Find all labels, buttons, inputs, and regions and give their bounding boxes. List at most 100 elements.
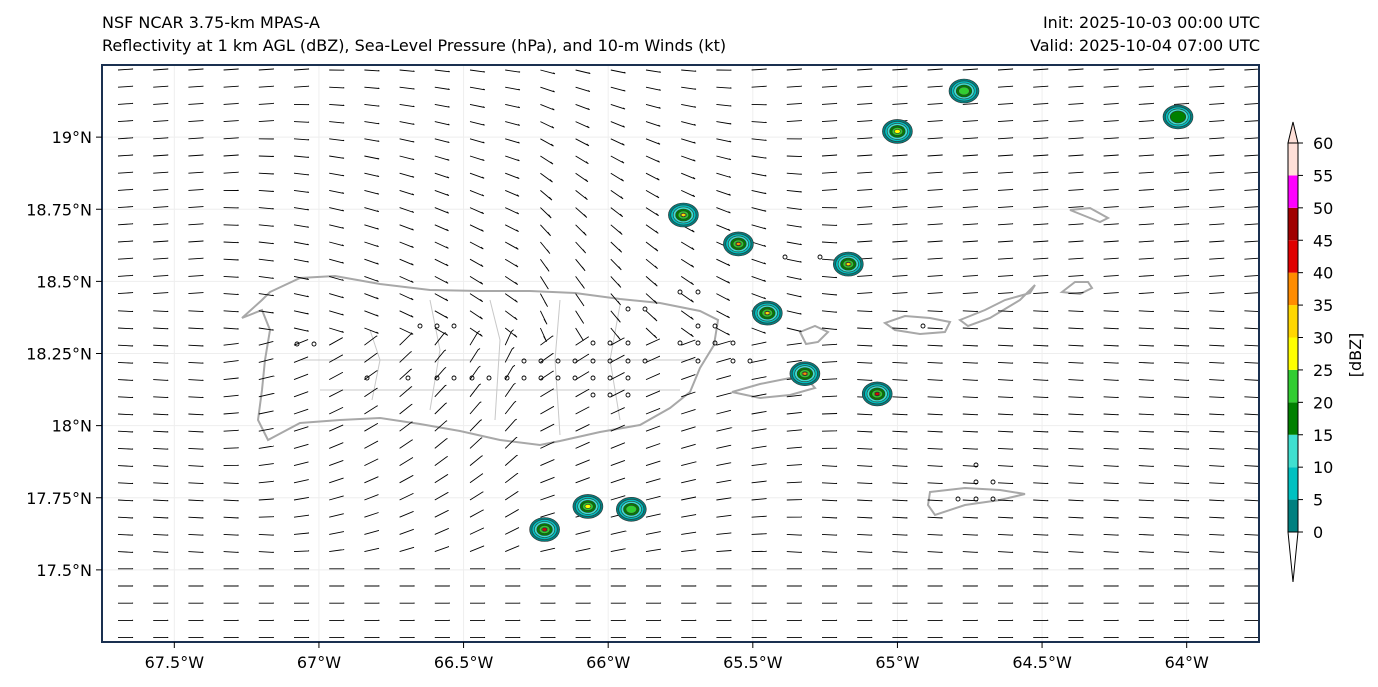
wind-barb [645, 548, 661, 553]
wind-barb [258, 410, 274, 415]
wind-barb [1033, 533, 1049, 536]
wind-barb [364, 138, 380, 142]
wind-barb [1068, 516, 1084, 519]
wind-barb [681, 103, 697, 108]
wind-barb [645, 276, 658, 287]
wind-barb [681, 86, 697, 90]
calm-wind-circle [782, 254, 788, 260]
wind-barb [1173, 379, 1190, 381]
wind-barb [575, 327, 584, 341]
wind-barb [258, 480, 274, 484]
colorbar-ticks: 0 5 10 15 20 25 30 35 40 45 50 55 60 [1298, 134, 1333, 542]
wind-barb [786, 498, 802, 501]
calm-wind-circle [955, 496, 961, 502]
wind-barb [645, 443, 661, 449]
calm-wind-circles [294, 254, 996, 502]
wind-barb [1209, 137, 1225, 140]
wind-barb [857, 361, 873, 364]
wind-barb [575, 86, 591, 93]
wind-barb [997, 205, 1014, 209]
init-time: Init: 2025-10-03 00:00 UTC [1042, 13, 1260, 32]
wind-barb [1138, 361, 1154, 364]
wind-barb [892, 257, 908, 260]
calm-wind-circle [294, 341, 300, 347]
wind-barb [821, 275, 838, 279]
wind-barb [610, 258, 622, 271]
calm-wind-circle [572, 375, 578, 381]
wind-barb [927, 102, 943, 105]
wind-barb [399, 172, 415, 178]
wind-barb [962, 240, 978, 243]
figure-title: NSF NCAR 3.75-km MPAS-A [102, 13, 320, 32]
wind-barb [434, 241, 449, 249]
wind-barb [575, 224, 587, 236]
wind-barb [1068, 430, 1084, 433]
wind-barb [610, 354, 625, 363]
wind-barb [223, 102, 239, 105]
wind-barb [645, 425, 661, 432]
wind-barb [540, 190, 553, 201]
colorbar-segment [1288, 207, 1298, 241]
wind-barb [153, 327, 169, 330]
wind-barb [505, 69, 521, 73]
wind-barb [258, 498, 274, 501]
wind-barb [927, 223, 943, 226]
wind-barb [575, 241, 587, 254]
colorbar-tick-label: 15 [1313, 426, 1333, 445]
wind-barb [645, 293, 658, 305]
wind-barb [1068, 240, 1084, 243]
lon-tick-label: 67.5°W [145, 653, 205, 672]
wind-barb [786, 481, 802, 484]
wind-barb [1033, 516, 1049, 519]
wind-barb [364, 458, 379, 467]
wind-barb [927, 327, 943, 330]
wind-barb [117, 379, 134, 381]
wind-barb [1173, 68, 1190, 71]
wind-barb [575, 276, 585, 289]
wind-barb [223, 224, 239, 226]
wind-barb [1209, 551, 1225, 553]
wind-barb [575, 388, 590, 398]
wind-barb [188, 430, 204, 433]
wind-barb [223, 377, 239, 381]
wind-barb [857, 413, 873, 416]
wind-barb [504, 327, 518, 338]
wind-barb [293, 391, 309, 398]
wind-barb [786, 85, 802, 88]
wind-barb [751, 275, 766, 282]
wind-barb [504, 527, 520, 535]
wind-barb [716, 375, 732, 381]
wind-barb [117, 188, 134, 191]
wind-barb [293, 224, 309, 228]
wind-barb [610, 69, 626, 74]
wind-barb [1103, 102, 1119, 105]
wind-barb [857, 223, 873, 226]
wind-barb [1138, 499, 1154, 502]
wind-barb [680, 258, 695, 268]
wind-barb [680, 276, 694, 286]
wind-barb [540, 476, 555, 484]
wind-barb [1209, 154, 1225, 157]
wind-barb [857, 379, 873, 381]
wind-barb [1138, 551, 1154, 553]
wind-barb [892, 482, 908, 485]
wind-barb [786, 293, 802, 298]
wind-barb [364, 440, 379, 449]
wind-barb [1173, 85, 1190, 88]
wind-barb [751, 155, 767, 159]
wind-barb [645, 155, 660, 163]
wind-barb [645, 495, 661, 501]
wind-barb [329, 138, 345, 142]
reflectivity-contour [958, 86, 970, 96]
wind-barb [1068, 291, 1084, 295]
st-thomas-coastline [882, 314, 952, 336]
wind-barb [927, 396, 943, 399]
lat-tick-label: 18.5°N [36, 272, 92, 291]
wind-barb [716, 427, 733, 432]
wind-barb [188, 205, 204, 209]
wind-barb [258, 375, 276, 381]
wind-barb [1033, 85, 1049, 88]
wind-barb [892, 85, 908, 88]
wind-barb [997, 310, 1014, 313]
wind-barb [293, 461, 309, 467]
